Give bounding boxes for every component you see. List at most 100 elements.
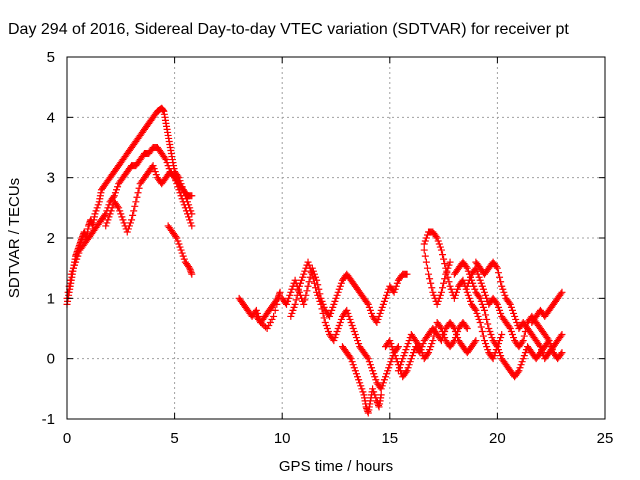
data-point bbox=[498, 331, 506, 339]
data-point bbox=[435, 240, 443, 248]
data-point bbox=[406, 358, 414, 366]
data-point bbox=[485, 325, 493, 332]
data-point bbox=[464, 291, 472, 299]
series-10 bbox=[420, 228, 506, 363]
data-point bbox=[453, 331, 461, 339]
data-point bbox=[355, 340, 363, 348]
data-point bbox=[418, 349, 426, 357]
data-point bbox=[134, 189, 142, 197]
data-point bbox=[287, 288, 295, 296]
data-point bbox=[318, 305, 326, 313]
data-point bbox=[118, 213, 126, 221]
series-9 bbox=[394, 318, 471, 375]
data-point bbox=[479, 303, 487, 311]
data-point bbox=[347, 355, 355, 363]
data-point bbox=[394, 367, 402, 375]
data-point bbox=[496, 306, 504, 314]
data-point bbox=[433, 234, 441, 242]
data-point bbox=[463, 325, 471, 332]
data-point bbox=[557, 350, 565, 358]
data-point bbox=[395, 364, 403, 372]
data-point bbox=[320, 314, 328, 322]
data-point bbox=[379, 379, 387, 387]
data-point bbox=[405, 361, 413, 369]
data-point bbox=[119, 216, 127, 224]
data-point bbox=[403, 343, 411, 351]
data-point bbox=[307, 267, 315, 275]
data-point bbox=[173, 234, 181, 242]
data-point bbox=[91, 210, 99, 218]
data-point bbox=[299, 273, 307, 281]
data-point bbox=[384, 288, 392, 296]
data-point bbox=[101, 211, 109, 219]
data-point bbox=[477, 323, 485, 331]
data-point bbox=[517, 361, 525, 369]
data-point bbox=[330, 337, 338, 345]
data-point bbox=[497, 278, 505, 286]
data-point bbox=[130, 207, 138, 215]
data-point bbox=[505, 299, 513, 307]
data-point bbox=[400, 352, 408, 360]
data-point bbox=[283, 300, 291, 308]
data-point bbox=[389, 346, 397, 354]
data-point bbox=[498, 282, 506, 290]
data-point bbox=[487, 331, 495, 339]
data-point bbox=[548, 346, 556, 354]
data-point bbox=[508, 306, 516, 314]
data-point bbox=[442, 270, 450, 278]
data-point bbox=[471, 305, 479, 313]
data-point bbox=[441, 275, 449, 283]
data-point bbox=[110, 192, 118, 200]
data-point bbox=[349, 325, 357, 332]
data-point bbox=[439, 328, 447, 336]
data-point bbox=[479, 332, 487, 340]
data-point bbox=[428, 340, 436, 348]
data-point bbox=[378, 382, 386, 390]
data-point bbox=[178, 249, 186, 257]
data-point bbox=[369, 367, 377, 375]
data-point bbox=[388, 343, 396, 351]
data-point bbox=[72, 258, 80, 266]
data-point bbox=[506, 300, 514, 308]
data-point bbox=[514, 368, 522, 376]
data-point bbox=[365, 358, 373, 366]
data-point bbox=[430, 291, 438, 299]
data-point bbox=[474, 270, 482, 278]
data-point bbox=[105, 213, 113, 221]
data-point bbox=[172, 232, 180, 240]
data-point bbox=[377, 385, 385, 393]
data-point bbox=[488, 334, 496, 342]
data-point bbox=[387, 340, 395, 348]
data-point bbox=[260, 321, 268, 329]
data-point bbox=[346, 353, 354, 361]
data-point bbox=[150, 165, 158, 173]
data-point bbox=[440, 255, 448, 263]
data-point bbox=[333, 328, 341, 336]
data-point bbox=[444, 264, 452, 272]
data-point bbox=[107, 207, 115, 215]
data-point bbox=[383, 370, 391, 378]
data-point bbox=[115, 204, 123, 212]
data-point bbox=[366, 306, 374, 314]
data-point bbox=[175, 240, 183, 248]
data-point bbox=[512, 315, 520, 323]
data-point bbox=[316, 297, 324, 305]
data-point bbox=[359, 388, 367, 396]
data-point bbox=[476, 318, 484, 326]
data-point bbox=[494, 269, 502, 277]
data-point bbox=[450, 337, 458, 345]
data-point bbox=[393, 344, 401, 352]
data-point bbox=[535, 341, 543, 349]
data-point bbox=[330, 300, 338, 308]
data-point bbox=[368, 364, 376, 372]
data-point bbox=[493, 300, 501, 308]
data-point bbox=[302, 291, 310, 299]
data-point bbox=[441, 334, 449, 342]
data-point bbox=[547, 343, 555, 351]
data-point bbox=[173, 180, 181, 188]
y-tick-label: 3 bbox=[47, 170, 55, 187]
data-point bbox=[521, 328, 529, 336]
data-point bbox=[454, 285, 462, 293]
data-point bbox=[428, 284, 436, 292]
